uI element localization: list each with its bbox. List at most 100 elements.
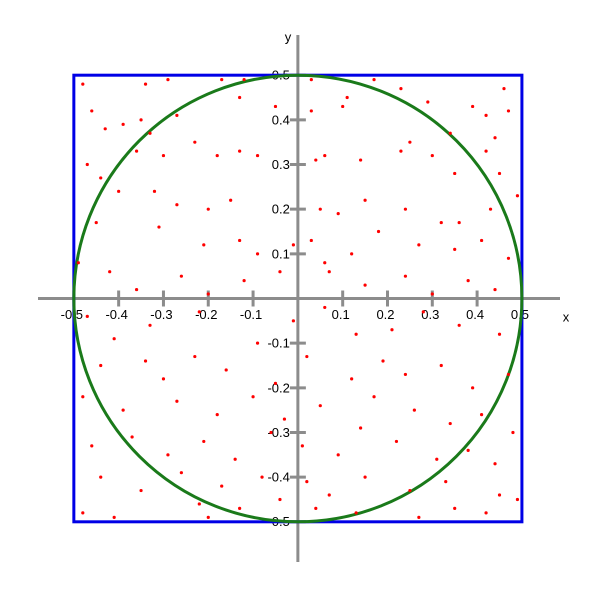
point (497, 332, 502, 336)
point (421, 310, 425, 314)
point (148, 323, 152, 327)
point (323, 153, 327, 158)
y-tick-label: 0.3 (272, 157, 290, 172)
point (81, 82, 85, 86)
y-tick-label: 0.1 (272, 246, 290, 261)
point (278, 270, 282, 274)
x-tick-label: -0.5 (61, 307, 83, 322)
point (417, 243, 421, 247)
point (318, 207, 322, 211)
x-tick-label: -0.2 (195, 307, 217, 322)
point (81, 511, 85, 515)
point (305, 354, 309, 359)
point (444, 480, 448, 484)
point (479, 238, 484, 243)
point (341, 104, 345, 109)
point (90, 109, 94, 113)
y-axis-label: y (285, 29, 292, 44)
point (430, 292, 434, 296)
point (220, 78, 224, 82)
point (372, 78, 376, 82)
point (224, 368, 228, 372)
point (453, 171, 457, 176)
point (448, 131, 452, 135)
point (453, 506, 457, 511)
point (439, 220, 443, 225)
point (255, 341, 260, 345)
point (300, 444, 304, 448)
point (134, 287, 139, 292)
point (390, 328, 394, 332)
point (506, 109, 511, 113)
point (336, 212, 340, 216)
point (206, 207, 210, 211)
point (453, 247, 457, 251)
point (229, 198, 233, 202)
point (327, 493, 331, 497)
point (376, 229, 381, 234)
point (403, 372, 408, 377)
point (399, 149, 403, 153)
x-tick-label: -0.3 (150, 307, 172, 322)
point (152, 189, 157, 193)
point (99, 176, 103, 180)
point (497, 493, 502, 497)
point (363, 283, 367, 287)
point (99, 363, 103, 368)
x-tick-label: 0.2 (376, 307, 394, 322)
point (417, 515, 421, 519)
point (466, 448, 470, 452)
point (327, 270, 331, 274)
point (345, 95, 349, 100)
point (238, 95, 242, 100)
point (161, 153, 166, 158)
point (179, 471, 183, 475)
point (381, 359, 385, 363)
point (336, 453, 340, 457)
point (215, 413, 219, 417)
point (350, 252, 354, 256)
point (515, 194, 520, 198)
point (175, 399, 179, 403)
x-tick-label: 0.1 (332, 307, 350, 322)
point (273, 104, 278, 109)
point (238, 149, 242, 153)
point (81, 395, 85, 399)
point (278, 497, 282, 502)
point (354, 511, 358, 515)
point (403, 207, 408, 211)
point (206, 515, 210, 519)
point (148, 131, 152, 135)
point (117, 189, 121, 193)
point (323, 261, 327, 265)
point (309, 238, 313, 243)
point (359, 426, 363, 430)
x-tick-label: 0.3 (421, 307, 439, 322)
point (112, 515, 116, 519)
point (220, 484, 224, 488)
point (134, 149, 139, 153)
point (273, 381, 278, 385)
point (323, 305, 327, 310)
point (139, 118, 143, 122)
point (255, 252, 260, 256)
point (350, 377, 354, 381)
circle (72, 73, 524, 524)
point (130, 435, 134, 439)
point (484, 113, 488, 117)
point (108, 270, 112, 274)
point (439, 363, 443, 368)
point (515, 497, 520, 502)
point (506, 372, 511, 377)
point (354, 332, 358, 336)
point (408, 488, 412, 493)
point (202, 439, 206, 444)
point (471, 386, 475, 390)
point (85, 314, 89, 318)
point (206, 292, 210, 296)
x-tick-label: -0.1 (240, 307, 262, 322)
point (179, 274, 183, 278)
point (506, 256, 511, 260)
point (103, 127, 107, 131)
